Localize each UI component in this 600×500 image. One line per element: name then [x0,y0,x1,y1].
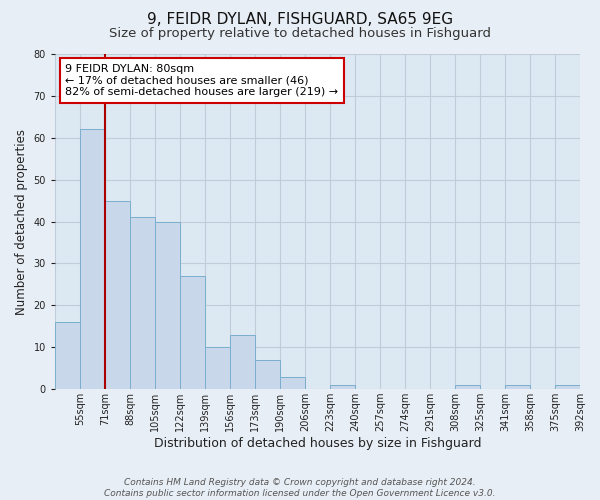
Bar [55,322,80,389]
Y-axis label: Number of detached properties: Number of detached properties [15,128,28,314]
Text: Size of property relative to detached houses in Fishguard: Size of property relative to detached ho… [109,28,491,40]
Bar [105,200,130,389]
Bar [555,385,580,389]
Bar [205,348,230,389]
Bar [330,385,355,389]
Bar [155,222,180,389]
Text: 9 FEIDR DYLAN: 80sqm
← 17% of detached houses are smaller (46)
82% of semi-detac: 9 FEIDR DYLAN: 80sqm ← 17% of detached h… [65,64,338,98]
Bar [255,360,280,389]
Bar [130,218,155,389]
Bar [80,130,105,389]
Bar [280,376,305,389]
Text: Contains HM Land Registry data © Crown copyright and database right 2024.
Contai: Contains HM Land Registry data © Crown c… [104,478,496,498]
Bar [505,385,530,389]
Bar [180,276,205,389]
Bar [455,385,480,389]
Text: 9, FEIDR DYLAN, FISHGUARD, SA65 9EG: 9, FEIDR DYLAN, FISHGUARD, SA65 9EG [147,12,453,28]
Bar [230,334,255,389]
X-axis label: Distribution of detached houses by size in Fishguard: Distribution of detached houses by size … [154,437,481,450]
